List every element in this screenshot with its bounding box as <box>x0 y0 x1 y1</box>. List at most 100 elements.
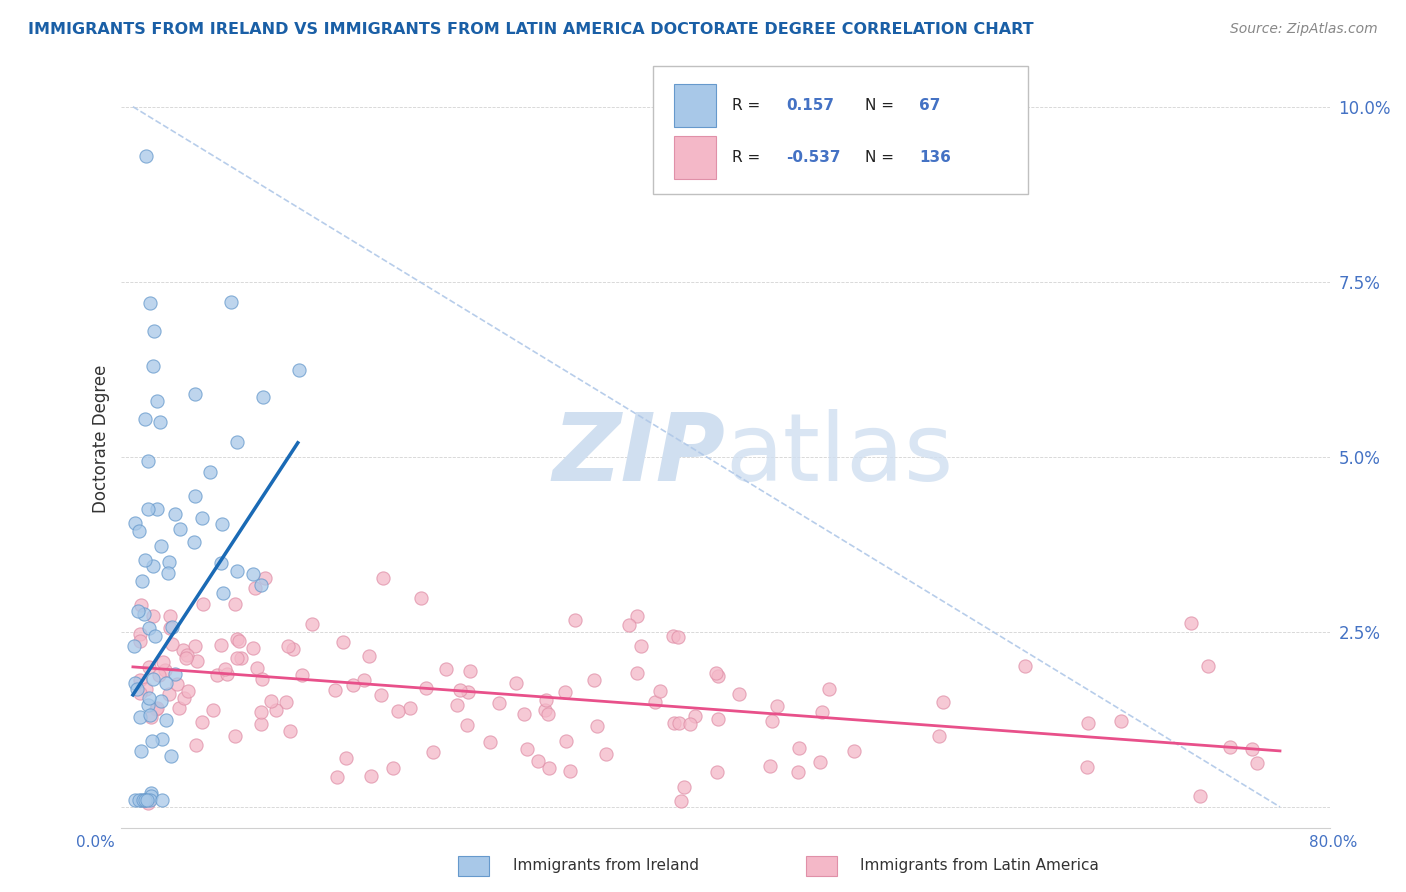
Point <box>536 692 558 706</box>
Point <box>630 639 652 653</box>
Point <box>124 640 146 654</box>
Text: 0.157: 0.157 <box>786 97 834 112</box>
Point <box>136 698 159 713</box>
Point <box>207 668 229 682</box>
Point <box>513 707 536 722</box>
Point <box>186 655 208 669</box>
Point <box>143 628 166 642</box>
Point <box>554 734 576 748</box>
Point <box>128 709 150 723</box>
Point <box>325 770 347 784</box>
Point <box>332 635 354 649</box>
Point <box>128 524 150 538</box>
Point <box>672 780 695 795</box>
Point <box>131 598 153 612</box>
Point <box>146 393 169 408</box>
Point <box>449 683 471 698</box>
Point <box>226 650 249 665</box>
Point <box>808 755 831 769</box>
Point <box>422 745 444 759</box>
Point <box>586 719 609 733</box>
Point <box>141 734 163 748</box>
Point <box>478 735 501 749</box>
Point <box>128 793 150 807</box>
Point <box>125 682 148 697</box>
Point <box>1180 615 1202 630</box>
Point <box>131 793 153 807</box>
Point <box>534 703 557 717</box>
Point <box>146 701 169 715</box>
Point <box>250 672 273 686</box>
Point <box>211 516 233 531</box>
Point <box>488 696 510 710</box>
Point <box>136 797 159 811</box>
Point <box>252 391 274 405</box>
FancyBboxPatch shape <box>673 84 716 127</box>
Point <box>225 434 247 449</box>
Point <box>143 324 166 338</box>
Point <box>152 656 174 670</box>
Point <box>150 731 173 746</box>
Point <box>186 738 208 752</box>
Point <box>129 744 152 758</box>
Point <box>134 411 156 425</box>
Point <box>446 698 468 713</box>
Point <box>142 609 165 624</box>
Point <box>516 742 538 756</box>
Point <box>129 633 152 648</box>
Point <box>242 567 264 582</box>
Point <box>177 684 200 698</box>
Point <box>457 685 479 699</box>
Y-axis label: Doctorate Degree: Doctorate Degree <box>93 365 110 514</box>
Point <box>129 685 152 699</box>
Point <box>174 650 197 665</box>
Point <box>277 639 299 653</box>
Point <box>246 661 269 675</box>
Point <box>166 676 188 690</box>
Point <box>250 578 273 592</box>
Point <box>381 761 404 775</box>
Point <box>928 729 950 743</box>
Point <box>167 701 190 715</box>
Point <box>160 637 183 651</box>
Point <box>505 675 527 690</box>
Point <box>761 714 783 728</box>
Point <box>139 295 162 310</box>
Point <box>765 699 787 714</box>
Point <box>399 701 422 715</box>
Point <box>582 673 605 687</box>
Text: Immigrants from Ireland: Immigrants from Ireland <box>513 858 699 872</box>
Point <box>662 629 685 643</box>
Point <box>276 695 298 709</box>
Text: Source: ZipAtlas.com: Source: ZipAtlas.com <box>1230 22 1378 37</box>
Point <box>148 667 170 681</box>
Point <box>564 613 586 627</box>
Point <box>671 794 693 808</box>
Point <box>157 687 180 701</box>
Point <box>260 694 283 708</box>
Point <box>250 717 273 731</box>
Point <box>201 703 224 717</box>
Point <box>138 660 160 674</box>
Point <box>157 555 180 569</box>
Point <box>228 633 250 648</box>
Point <box>138 454 160 468</box>
Point <box>134 793 156 807</box>
Point <box>359 649 381 664</box>
Point <box>138 690 160 705</box>
Point <box>155 714 177 728</box>
Point <box>281 642 304 657</box>
Point <box>139 710 162 724</box>
Point <box>209 638 232 652</box>
Point <box>253 571 276 585</box>
Point <box>135 149 157 163</box>
Point <box>842 744 865 758</box>
Point <box>626 666 648 681</box>
Point <box>209 557 232 571</box>
Point <box>245 581 267 595</box>
Point <box>221 294 243 309</box>
Point <box>169 522 191 536</box>
Point <box>191 511 214 525</box>
Point <box>415 681 437 695</box>
Point <box>409 591 432 606</box>
